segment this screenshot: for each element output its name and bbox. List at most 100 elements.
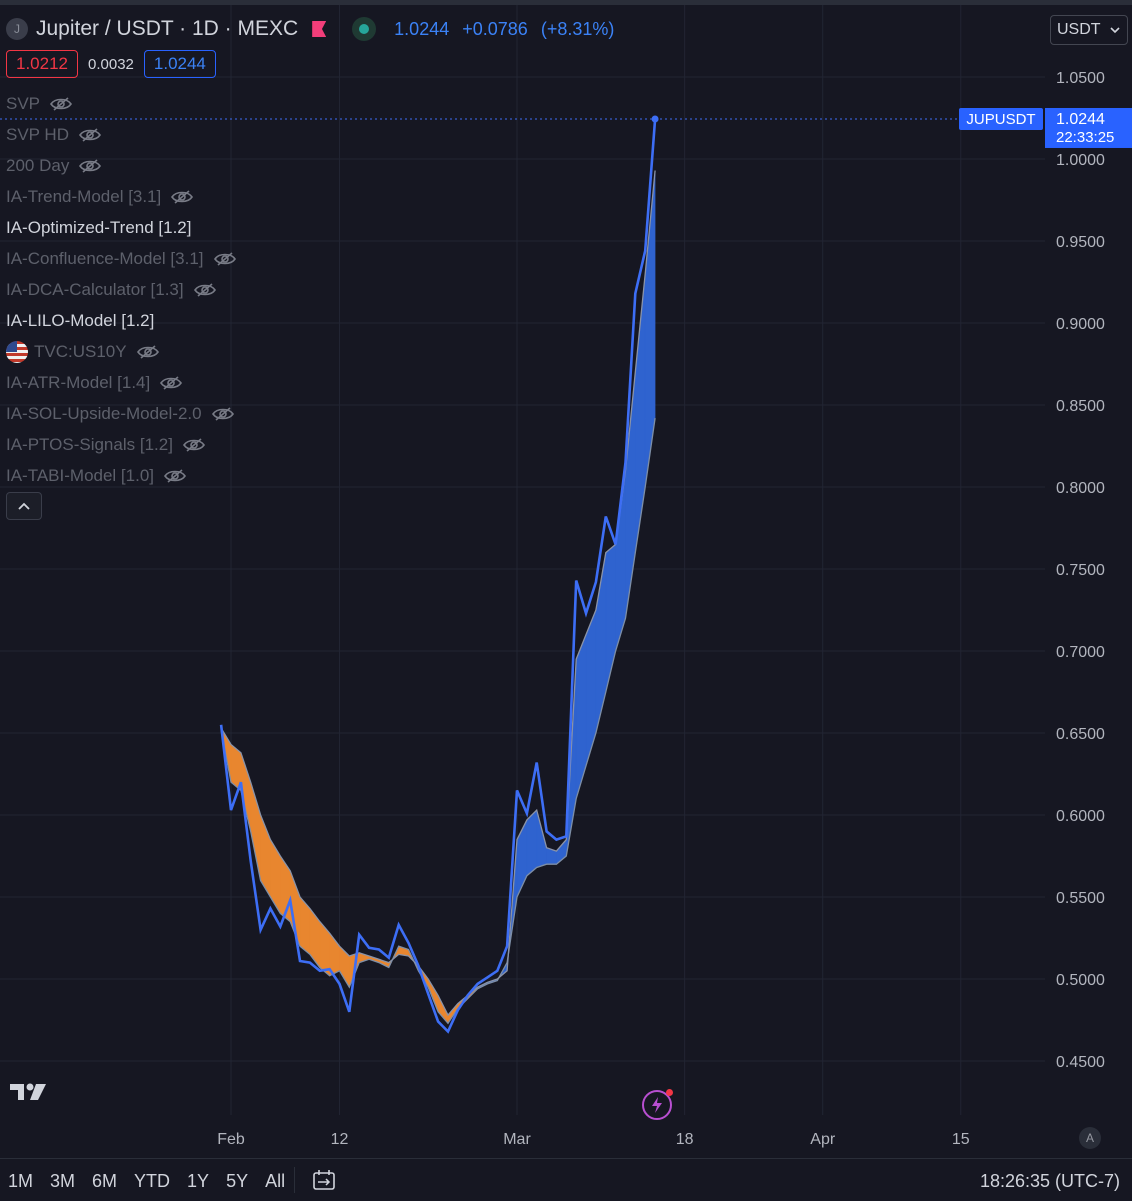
- x-tick-label: 12: [331, 1131, 349, 1148]
- time-axis: Feb 12 Mar 18 Apr 15: [217, 1131, 970, 1148]
- eye-hidden-icon[interactable]: [182, 437, 205, 452]
- indicator-row[interactable]: IA-LILO-Model [1.2]: [6, 305, 236, 336]
- y-tick-label: 0.6500: [1056, 726, 1105, 743]
- eye-hidden-icon[interactable]: [213, 251, 236, 266]
- y-tick-label: 1.0000: [1056, 152, 1105, 169]
- series-line-lilo: [220, 418, 656, 1025]
- y-tick-label: 0.7000: [1056, 644, 1105, 661]
- fill-segment: [299, 896, 311, 956]
- range-button-5y[interactable]: 5Y: [226, 1171, 249, 1191]
- collapse-indicators-button[interactable]: [6, 492, 42, 520]
- market-status-icon[interactable]: [352, 17, 377, 41]
- y-tick-label: 0.5000: [1056, 972, 1105, 989]
- indicator-row[interactable]: IA-PTOS-Signals [1.2]: [6, 429, 236, 460]
- indicator-label: IA-DCA-Calculator [1.3]: [6, 279, 184, 299]
- fill-segment: [339, 945, 350, 989]
- x-tick-label: Apr: [810, 1131, 836, 1148]
- range-button-1m[interactable]: 1M: [8, 1171, 34, 1191]
- chart-header[interactable]: J Jupiter / USDT · 1D · MEXC 1.0244 +0.0…: [6, 14, 622, 44]
- fill-segment: [575, 634, 587, 799]
- indicator-row[interactable]: TVC:US10Y: [6, 336, 236, 367]
- y-tick-label: 0.5500: [1056, 890, 1105, 907]
- last-price: 1.0244: [394, 18, 450, 39]
- range-button-3m[interactable]: 3M: [50, 1171, 76, 1191]
- indicator-label: IA-ATR-Model [1.4]: [6, 372, 151, 392]
- indicator-label: SVP: [6, 93, 41, 113]
- x-tick-label: 18: [676, 1131, 694, 1148]
- y-tick-label: 0.9500: [1056, 234, 1105, 251]
- indicator-label: IA-Trend-Model [3.1]: [6, 186, 162, 206]
- date-range-buttons: 1M 3M 6M YTD 1Y 5Y All: [8, 1171, 302, 1192]
- range-button-6m[interactable]: 6M: [92, 1171, 118, 1191]
- chevron-up-icon: [18, 502, 30, 510]
- y-tick-label: 0.6000: [1056, 808, 1105, 825]
- indicator-label: IA-LILO-Model [1.2]: [6, 310, 155, 330]
- eye-hidden-icon[interactable]: [211, 406, 234, 421]
- bid-ask-boxes: 1.0212 0.0032 1.0244: [6, 50, 216, 78]
- flag-icon[interactable]: [312, 21, 327, 37]
- sell-price-button[interactable]: 1.0212: [6, 50, 78, 78]
- y-tick-label: 0.4500: [1056, 1054, 1105, 1071]
- y-tick-label: 0.7500: [1056, 562, 1105, 579]
- tradingview-logo-icon[interactable]: [10, 1080, 50, 1111]
- clock-timezone[interactable]: 18:26:35 (UTC-7): [979, 1171, 1120, 1191]
- range-button-all[interactable]: All: [265, 1171, 286, 1191]
- chevron-down-icon: [1110, 27, 1120, 34]
- last-price-dot: [651, 115, 659, 123]
- eye-hidden-icon[interactable]: [164, 468, 186, 483]
- indicator-row[interactable]: 200 Day: [6, 150, 236, 181]
- y-tick-label: 1.0500: [1056, 70, 1105, 87]
- indicator-list: SVP SVP HD 200 Day IA-Trend-Model [3.1] IA-O…: [6, 88, 236, 491]
- indicator-row[interactable]: IA-Optimized-Trend [1.2]: [6, 212, 236, 243]
- currency-value: USDT: [1057, 21, 1101, 38]
- toolbar-divider: [294, 1167, 295, 1193]
- top-border: [0, 0, 1132, 5]
- y-tick-label: 0.8000: [1056, 480, 1105, 497]
- eye-hidden-icon[interactable]: [160, 375, 183, 390]
- eye-hidden-icon[interactable]: [171, 189, 194, 204]
- indicator-label: TVC:US10Y: [34, 341, 127, 361]
- fill-segment: [635, 273, 646, 553]
- range-button-1y[interactable]: 1Y: [187, 1171, 210, 1191]
- symbol-icon: J: [6, 18, 28, 40]
- buy-price-button[interactable]: 1.0244: [143, 50, 216, 78]
- lightning-icon[interactable]: [642, 1089, 673, 1120]
- eye-hidden-icon[interactable]: [79, 158, 102, 173]
- fill-segment: [585, 609, 597, 766]
- indicator-row[interactable]: IA-ATR-Model [1.4]: [6, 367, 236, 398]
- symbol-title[interactable]: Jupiter / USDT · 1D · MEXC: [36, 17, 299, 40]
- series-line-price: [219, 118, 657, 1034]
- eye-hidden-icon[interactable]: [79, 127, 101, 142]
- indicator-label: IA-PTOS-Signals [1.2]: [6, 434, 173, 454]
- x-tick-label: Feb: [217, 1131, 245, 1148]
- indicator-row[interactable]: SVP: [6, 88, 236, 119]
- range-button-ytd[interactable]: YTD: [134, 1171, 171, 1191]
- symbol-tag-label: JUPUSDT: [966, 111, 1035, 128]
- indicator-row[interactable]: IA-SOL-Upside-Model-2.0: [6, 398, 236, 429]
- indicator-row[interactable]: IA-TABI-Model [1.0]: [6, 460, 236, 491]
- eye-hidden-icon[interactable]: [136, 344, 159, 359]
- indicator-row[interactable]: SVP HD: [6, 119, 236, 150]
- indicator-row[interactable]: IA-Trend-Model [3.1]: [6, 181, 236, 212]
- eye-hidden-icon[interactable]: [193, 282, 216, 297]
- indicator-label: IA-SOL-Upside-Model-2.0: [6, 403, 202, 423]
- price-tag-countdown: 22:33:25: [1056, 129, 1114, 146]
- indicator-label: 200 Day: [6, 155, 70, 175]
- eye-hidden-icon[interactable]: [50, 96, 72, 111]
- price-summary: 1.0244 +0.0786 (+8.31%): [394, 19, 622, 40]
- y-tick-label: 0.8500: [1056, 398, 1105, 415]
- fill-segment: [319, 920, 330, 977]
- fill-segment: [270, 838, 281, 915]
- indicator-label: IA-TABI-Model [1.0]: [6, 465, 155, 485]
- indicator-label: IA-Confluence-Model [3.1]: [6, 248, 204, 268]
- currency-select[interactable]: USDT: [1050, 15, 1128, 45]
- indicator-label: SVP HD: [6, 124, 69, 144]
- calendar-goto-icon[interactable]: [312, 1169, 336, 1191]
- auto-scale-button[interactable]: A: [1079, 1127, 1101, 1149]
- symbol-tag: [959, 107, 1043, 130]
- fill-segment: [526, 809, 538, 877]
- bottom-toolbar: 1M 3M 6M YTD 1Y 5Y All 18:26:35 (UTC-7): [0, 1158, 1132, 1201]
- indicator-row[interactable]: IA-Confluence-Model [3.1]: [6, 243, 236, 274]
- indicator-row[interactable]: IA-DCA-Calculator [1.3]: [6, 274, 236, 305]
